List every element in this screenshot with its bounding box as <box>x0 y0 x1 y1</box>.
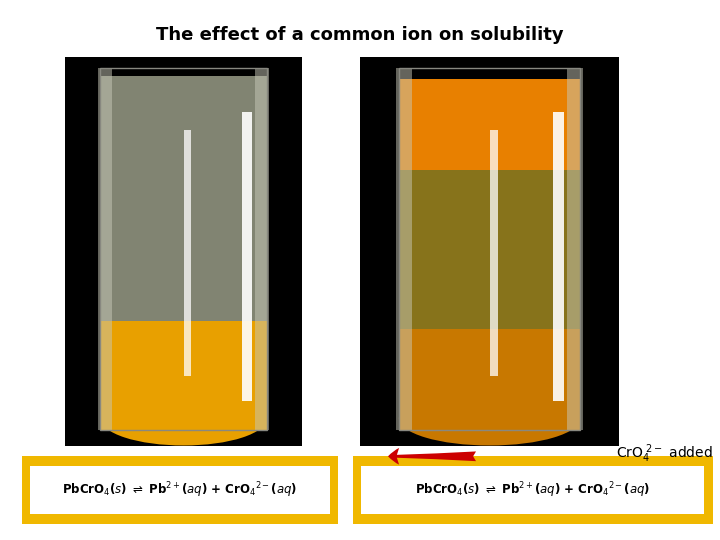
Bar <box>30 466 330 514</box>
Bar <box>22 456 338 524</box>
Bar <box>399 79 580 170</box>
Bar <box>65 57 302 446</box>
Bar <box>101 76 266 321</box>
Bar <box>553 112 564 401</box>
Bar <box>101 321 266 430</box>
Bar <box>360 57 619 446</box>
Bar <box>242 112 252 401</box>
Ellipse shape <box>101 391 266 446</box>
Bar <box>255 69 269 430</box>
Text: CrO$_4^{\ 2-}$ added: CrO$_4^{\ 2-}$ added <box>616 442 713 465</box>
Text: PbCrO$_4$($s$) $\rightleftharpoons$ Pb$^{2+}$($aq$) + CrO$_4$$^{2-}$($aq$): PbCrO$_4$($s$) $\rightleftharpoons$ Pb$^… <box>63 480 297 500</box>
Bar <box>399 69 580 430</box>
Bar <box>399 329 580 430</box>
Ellipse shape <box>399 391 580 446</box>
Text: The effect of a common ion on solubility: The effect of a common ion on solubility <box>156 26 564 44</box>
Bar <box>490 130 498 376</box>
Bar <box>98 69 112 430</box>
Bar <box>184 130 191 376</box>
Bar <box>567 69 583 430</box>
Bar <box>353 456 713 524</box>
Text: PbCrO$_4$($s$) $\rightleftharpoons$ Pb$^{2+}$($aq$) + CrO$_4$$^{2-}$($aq$): PbCrO$_4$($s$) $\rightleftharpoons$ Pb$^… <box>415 480 650 500</box>
Bar <box>399 170 580 329</box>
Bar <box>396 69 412 430</box>
Bar <box>361 466 704 514</box>
Bar <box>101 69 266 430</box>
